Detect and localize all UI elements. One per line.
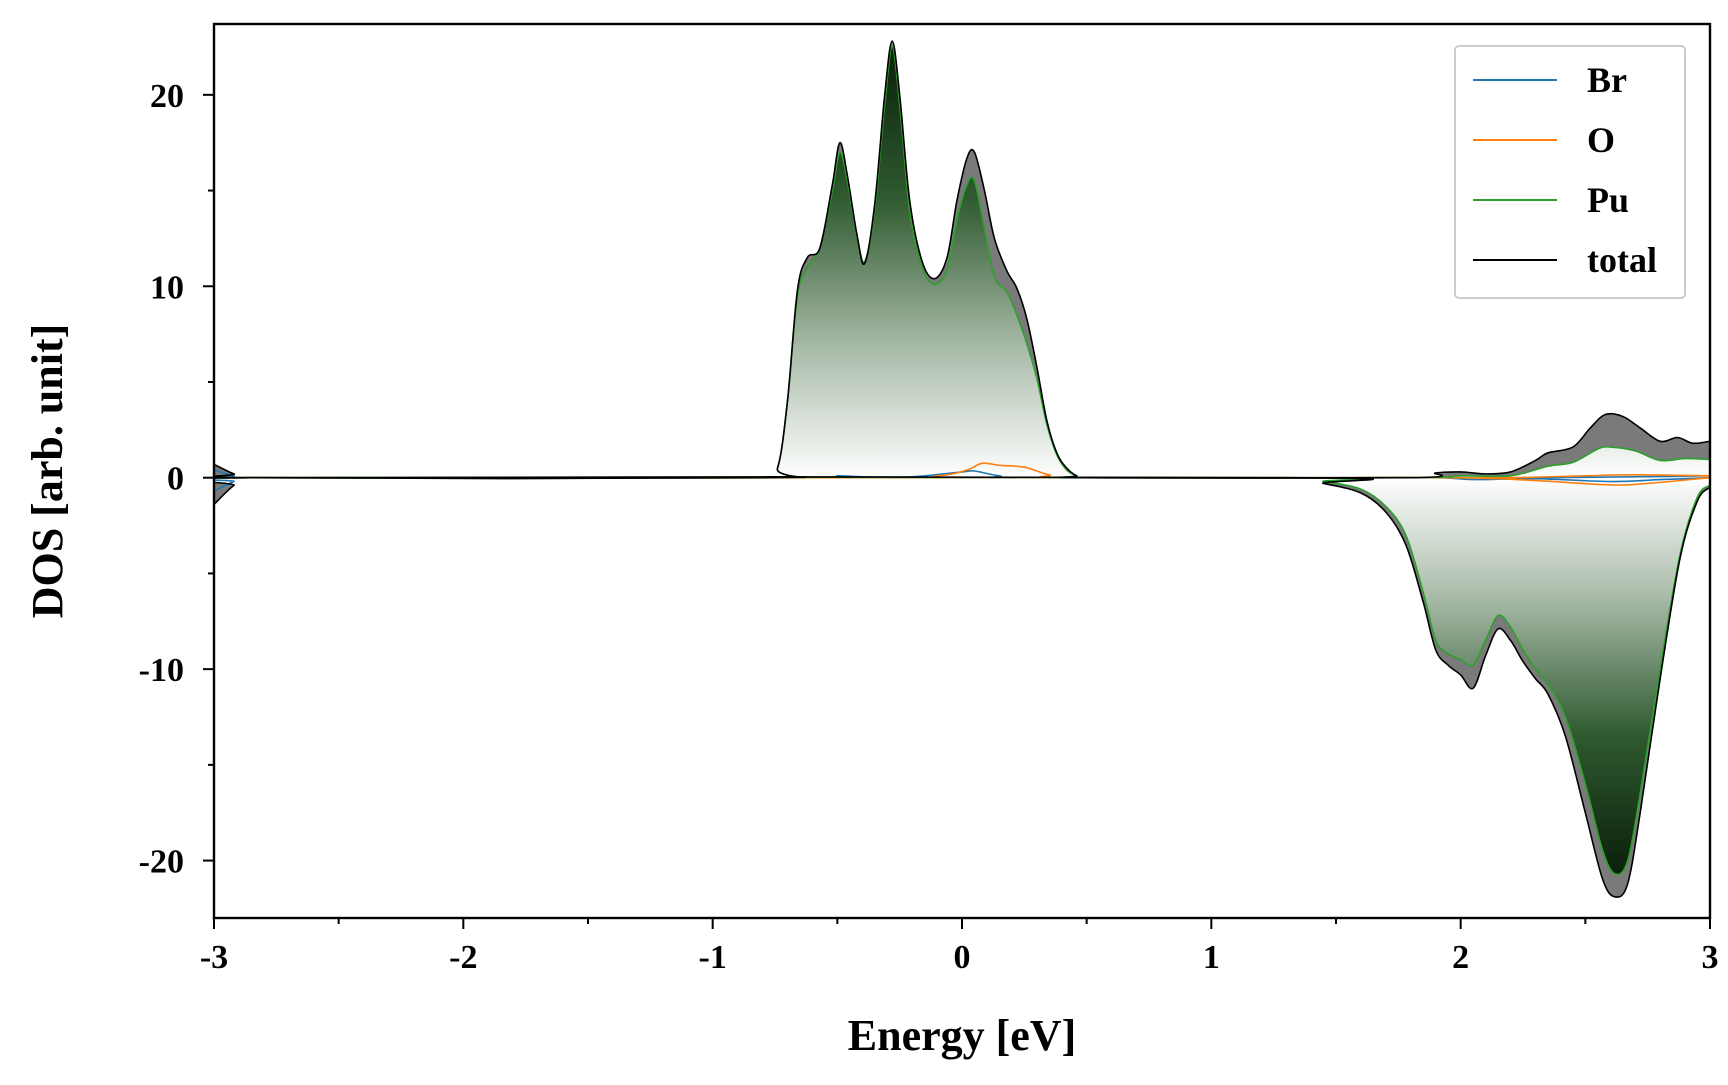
legend-box: [1454, 45, 1686, 299]
y-tick-label: 10: [150, 269, 184, 306]
y-tick-label: -10: [139, 652, 184, 689]
x-tick-label: 2: [1452, 939, 1469, 976]
x-tick-label: 1: [1203, 939, 1220, 976]
series-line-total-up: [214, 40, 1710, 480]
x-tick-label: -1: [699, 939, 727, 976]
pu-up-gradient-fill: [214, 46, 1710, 479]
legend-label-o: O: [1587, 120, 1615, 160]
x-tick-label: -3: [200, 939, 228, 976]
x-tick-label: -2: [449, 939, 477, 976]
x-tick-label: 3: [1702, 939, 1719, 976]
fill-layer: [214, 41, 1710, 898]
series-line-total-down: [214, 476, 1710, 898]
y-tick-label: -20: [139, 844, 184, 881]
pu-down-gradient-fill: [214, 477, 1710, 875]
x-tick-label: 0: [954, 939, 971, 976]
y-tick-label: 0: [167, 461, 184, 498]
legend-label-br: Br: [1587, 60, 1627, 100]
x-axis-title: Energy [eV]: [848, 1011, 1077, 1060]
legend-label-pu: Pu: [1587, 180, 1629, 220]
legend-label-total: total: [1587, 240, 1657, 280]
y-axis-title: DOS [arb. unit]: [23, 324, 72, 619]
legend: Br O Pu total: [1454, 45, 1686, 299]
series-lines: [214, 40, 1710, 898]
series-line-pu-up: [214, 46, 1710, 480]
y-tick-label: 20: [150, 78, 184, 115]
